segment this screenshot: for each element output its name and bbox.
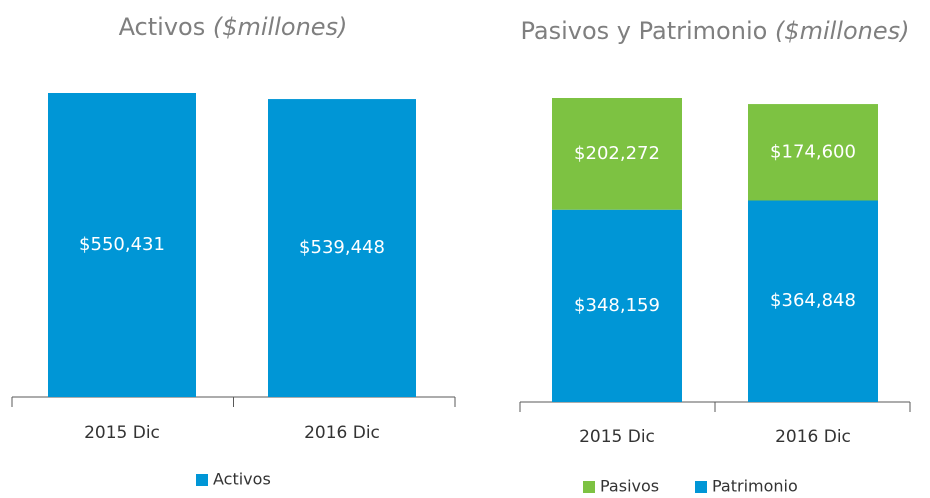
value-label: $174,600 — [770, 141, 856, 162]
bar — [748, 104, 878, 201]
legend-swatch — [196, 474, 208, 486]
value-label: $202,272 — [574, 143, 660, 164]
bar — [552, 98, 682, 210]
value-label: $348,159 — [574, 295, 660, 316]
title-text: Pasivos y Patrimonio — [521, 17, 768, 45]
value-label: $364,848 — [770, 290, 856, 311]
x-tick-label: 2015 Dic — [579, 427, 655, 447]
bar — [48, 93, 196, 397]
legend-label: Pasivos — [600, 477, 659, 496]
title-unit: ($millones) — [775, 17, 910, 45]
x-tick-label: 2016 Dic — [304, 423, 380, 443]
title-text: Activos — [119, 13, 206, 41]
value-label: $550,431 — [79, 234, 165, 255]
bar — [552, 209, 682, 402]
legend-swatch — [583, 481, 595, 493]
chart-title: Activos ($millones) — [119, 13, 348, 41]
bar — [268, 99, 416, 397]
x-tick-label: 2016 Dic — [775, 427, 851, 447]
value-label: $539,448 — [299, 237, 385, 258]
legend-label: Activos — [213, 470, 271, 489]
title-unit: ($millones) — [213, 13, 348, 41]
legend-label: Patrimonio — [712, 477, 798, 496]
x-tick-label: 2015 Dic — [84, 423, 160, 443]
legend-swatch — [695, 481, 707, 493]
bar — [748, 200, 878, 402]
chart-title: Pasivos y Patrimonio ($millones) — [521, 17, 910, 45]
